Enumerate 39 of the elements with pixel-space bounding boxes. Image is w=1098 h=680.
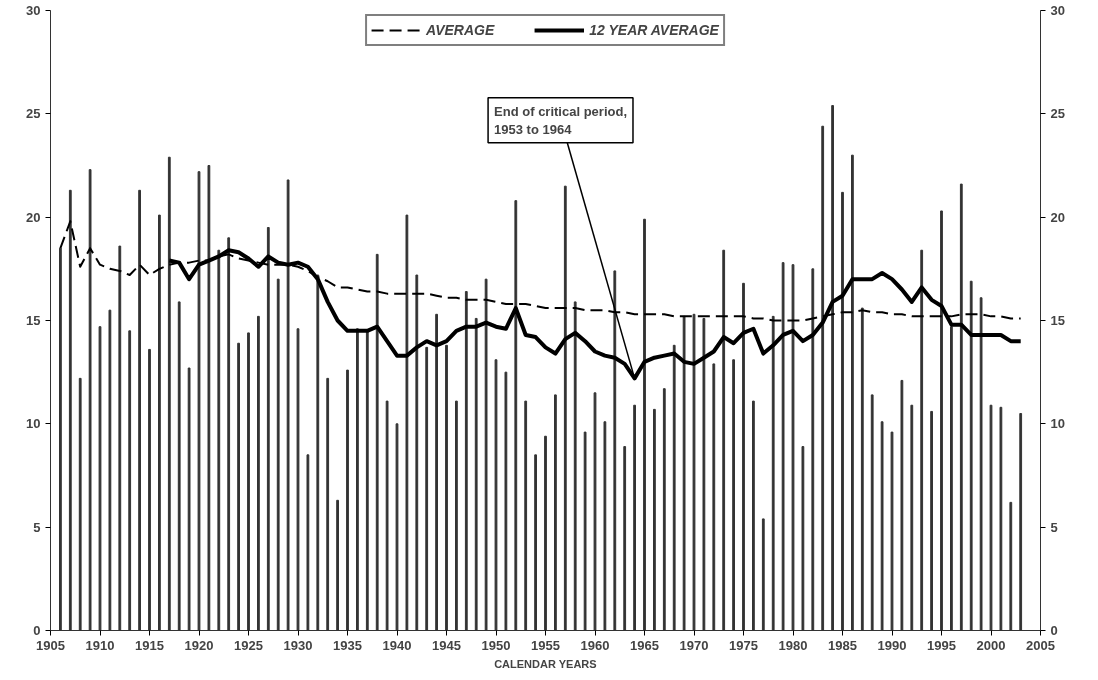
x-tick-label: 1920: [184, 637, 214, 653]
y-tick-label: 20: [26, 209, 41, 225]
y2-tick-label: 25: [1050, 106, 1065, 122]
x-tick-label: 1930: [283, 637, 313, 653]
x-tick-label: 1910: [85, 637, 115, 653]
x-tick-label: 2005: [1026, 637, 1055, 653]
y-tick-label: 0: [33, 623, 41, 638]
x-tick-label: 1935: [333, 637, 362, 653]
y2-tick-label: 30: [1050, 3, 1065, 18]
y2-tick-label: 5: [1050, 519, 1058, 535]
y2-tick-label: 0: [1050, 623, 1058, 638]
x-tick-label: 1945: [432, 637, 461, 653]
y-tick-label: 10: [26, 416, 41, 432]
x-tick-label: 1995: [927, 637, 956, 653]
x-tick-label: 1980: [778, 637, 808, 653]
x-tick-label: 2000: [976, 637, 1006, 653]
y2-tick-label: 10: [1050, 416, 1065, 432]
x-tick-label: 1950: [481, 637, 511, 653]
y2-tick-label: 20: [1050, 209, 1065, 225]
y-tick-label: 5: [33, 519, 41, 535]
x-axis-title: CALENDAR YEARS: [494, 657, 597, 670]
x-tick-label: 1965: [630, 637, 659, 653]
legend-label: AVERAGE: [426, 22, 495, 38]
x-tick-label: 1940: [382, 637, 412, 653]
x-tick-label: 1925: [234, 637, 263, 653]
y-tick-label: 30: [26, 3, 41, 18]
x-tick-label: 1975: [729, 637, 758, 653]
x-tick-label: 1905: [36, 637, 65, 653]
legend-label: 12 YEAR AVERAGE: [589, 22, 719, 38]
x-tick-label: 1985: [828, 637, 857, 653]
y-tick-label: 15: [26, 313, 41, 328]
x-tick-label: 1915: [135, 637, 164, 653]
x-tick-label: 1960: [580, 637, 610, 653]
x-tick-label: 1970: [679, 637, 709, 653]
x-tick-label: 1990: [877, 637, 907, 653]
y-tick-label: 25: [26, 106, 41, 122]
annotation: End of critical period, 1953 to 1964: [494, 103, 627, 137]
y2-tick-label: 15: [1050, 313, 1065, 328]
x-tick-label: 1955: [531, 637, 560, 653]
